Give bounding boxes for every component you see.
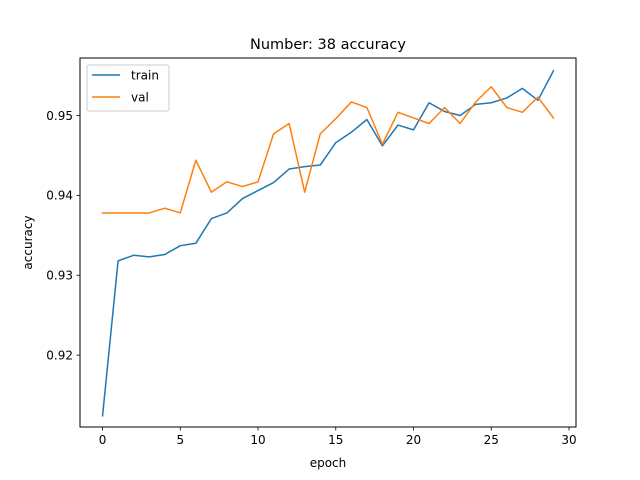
y-tick-label: 0.94 bbox=[46, 189, 73, 203]
x-tick-label: 25 bbox=[484, 433, 499, 447]
x-tick-label: 10 bbox=[250, 433, 265, 447]
series-line-val bbox=[101, 86, 555, 214]
x-tick-label: 0 bbox=[99, 433, 107, 447]
legend-label-train: train bbox=[131, 68, 159, 82]
x-tick-label: 15 bbox=[328, 433, 343, 447]
y-axis-ticks: 0.92 0.93 0.94 0.95 bbox=[46, 109, 80, 362]
y-tick-label: 0.92 bbox=[46, 348, 73, 362]
x-axis-label: epoch bbox=[310, 456, 347, 470]
x-tick-label: 5 bbox=[176, 433, 184, 447]
chart-title: Number: 38 accuracy bbox=[250, 37, 406, 53]
y-tick-label: 0.93 bbox=[46, 269, 73, 283]
plot-area-frame bbox=[79, 57, 577, 428]
legend-box bbox=[86, 64, 170, 112]
y-tick-label: 0.95 bbox=[46, 109, 73, 123]
plot-lines bbox=[101, 69, 555, 417]
legend: train val bbox=[86, 64, 170, 112]
series-line-train bbox=[101, 69, 555, 417]
legend-label-val: val bbox=[131, 90, 149, 104]
x-tick-label: 20 bbox=[406, 433, 421, 447]
x-axis-ticks: 0 5 10 15 20 25 30 bbox=[99, 427, 577, 447]
y-axis-label: accuracy bbox=[21, 215, 35, 269]
x-tick-label: 30 bbox=[561, 433, 576, 447]
